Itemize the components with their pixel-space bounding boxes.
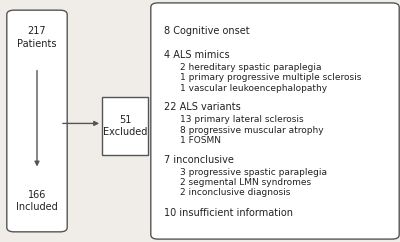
- FancyBboxPatch shape: [7, 10, 67, 232]
- Text: 2 inconclusive diagnosis: 2 inconclusive diagnosis: [180, 188, 290, 197]
- Text: 13 primary lateral sclerosis: 13 primary lateral sclerosis: [180, 115, 304, 124]
- Text: 51
Excluded: 51 Excluded: [103, 115, 147, 137]
- Text: 22 ALS variants: 22 ALS variants: [164, 102, 241, 112]
- Text: 8 Cognitive onset: 8 Cognitive onset: [164, 26, 250, 36]
- Text: 166
Included: 166 Included: [16, 190, 58, 212]
- Text: 1 primary progressive multiple sclerosis: 1 primary progressive multiple sclerosis: [180, 73, 361, 82]
- Text: 217
Patients: 217 Patients: [17, 26, 57, 49]
- FancyBboxPatch shape: [151, 3, 399, 239]
- Text: 1 vascular leukoencephalopathy: 1 vascular leukoencephalopathy: [180, 83, 327, 92]
- Text: 7 inconclusive: 7 inconclusive: [164, 155, 234, 165]
- Text: 8 progressive muscular atrophy: 8 progressive muscular atrophy: [180, 126, 324, 135]
- Text: 10 insufficient information: 10 insufficient information: [164, 208, 293, 218]
- Text: 2 hereditary spastic paraplegia: 2 hereditary spastic paraplegia: [180, 63, 322, 72]
- Text: 2 segmental LMN syndromes: 2 segmental LMN syndromes: [180, 178, 311, 187]
- Text: 1 FOSMN: 1 FOSMN: [180, 136, 221, 145]
- FancyBboxPatch shape: [102, 97, 148, 155]
- Text: 3 progressive spastic paraplegia: 3 progressive spastic paraplegia: [180, 168, 327, 177]
- Text: 4 ALS mimics: 4 ALS mimics: [164, 50, 230, 60]
